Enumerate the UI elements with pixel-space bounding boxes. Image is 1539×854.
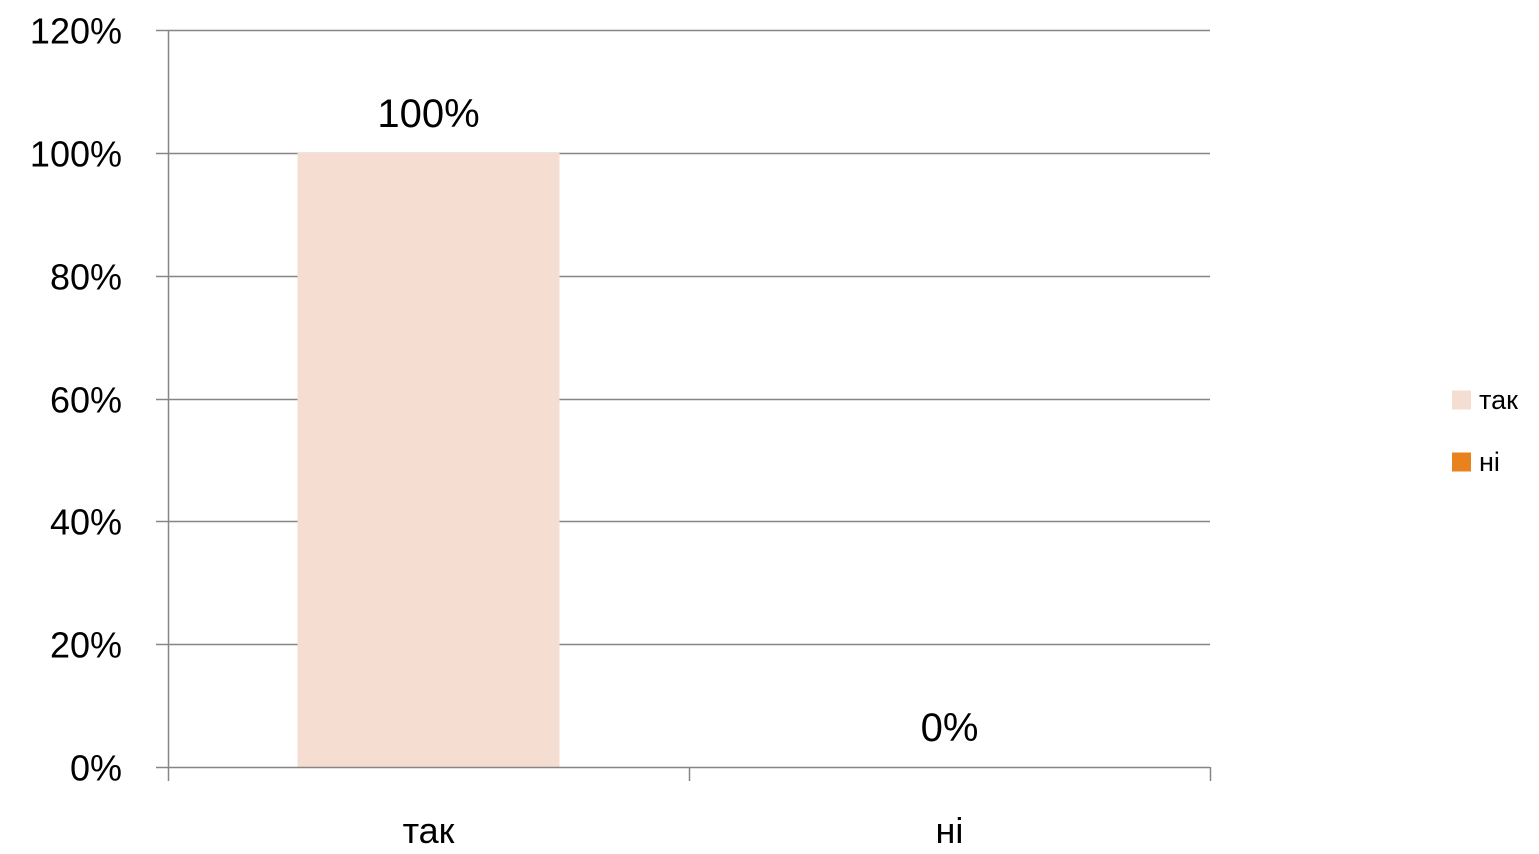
data-label: 0%: [921, 706, 979, 750]
bar-1: [297, 152, 560, 768]
data-label: 100%: [377, 92, 479, 136]
x-category-label: так: [403, 810, 455, 849]
y-tick-label: 20%: [50, 625, 122, 666]
legend-label: ні: [1479, 447, 1500, 477]
axes: [156, 29, 1212, 781]
legend-label: так: [1479, 385, 1518, 415]
y-tick-label: 40%: [50, 502, 122, 543]
x-category-label: ні: [936, 810, 964, 849]
legend: так ні: [1452, 385, 1518, 477]
y-tick-label: 120%: [30, 11, 122, 52]
legend-swatch: [1452, 452, 1471, 472]
y-tick-label: 0%: [70, 748, 122, 789]
y-tick-label: 100%: [30, 134, 122, 175]
labels: 0% 20% 40% 60% 80% 100% 120% 100% так 0% ні: [30, 11, 979, 852]
legend-swatch: [1452, 390, 1471, 410]
bars: [297, 152, 560, 768]
y-tick-label: 60%: [50, 380, 122, 421]
y-tick-label: 80%: [50, 257, 122, 298]
